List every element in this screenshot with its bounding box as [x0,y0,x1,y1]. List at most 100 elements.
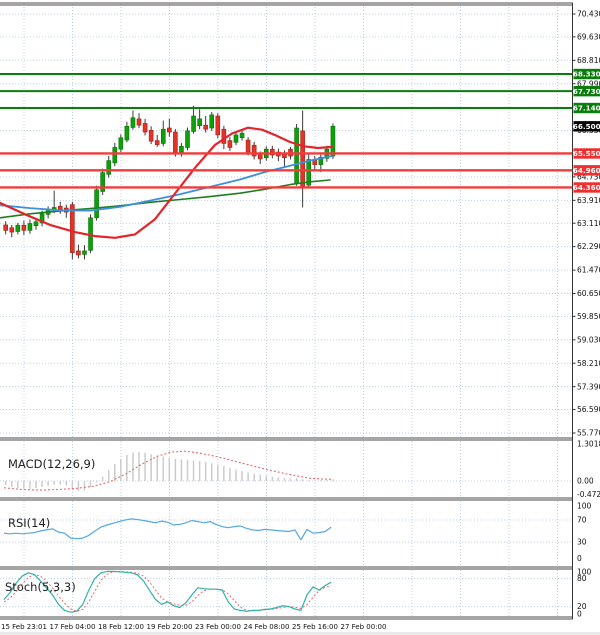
candle-down [173,131,178,153]
candle-down [300,130,305,187]
resistance-badge: 68.330 [573,68,600,80]
svg-text:64.360: 64.360 [573,183,600,192]
price-tick-label: 55.770 [577,429,600,438]
price-tick-label: 60.650 [577,289,600,298]
candle-up [209,114,215,129]
stoch-scale-label: 100 [577,568,592,577]
candle-up [294,127,299,184]
price-tick-label: 59.850 [577,312,600,321]
candle-up [33,221,39,227]
time-tick-label: 24 Feb 08:00 [244,623,290,631]
price-tick-label: 56.590 [577,405,600,414]
candle-down [245,139,251,153]
price-tick-label: 61.470 [577,266,600,275]
time-tick-label: 27 Feb 00:00 [341,623,387,631]
ma-fast-red [0,126,334,239]
stoch-k-line [3,570,332,613]
candle-up [191,115,196,132]
price-tick-label: 68.810 [577,56,600,65]
time-tick-label: 17 Feb 04:00 [50,623,96,631]
resistance-badge: 67.140 [573,102,600,114]
time-tick-label: 18 Feb 12:00 [98,623,144,631]
price-axis[interactable]: 70.43069.63068.81067.99067.17066.35065.5… [572,10,600,619]
candle-up [106,160,112,175]
candle-down [270,148,275,156]
rsi-scale-label: 100 [577,502,592,511]
price-tick-label: 69.630 [577,32,600,41]
current-price-badge: 66.500 [573,121,600,132]
ma-slow-green [0,179,331,219]
candle-down [142,123,148,133]
candle-down [21,224,27,231]
candle-down [203,124,208,130]
price-tick-label: 70.430 [577,10,600,19]
candle-up [130,117,136,128]
candle-down [70,204,75,253]
stoch-scale-label: 0 [577,610,582,619]
svg-text:64.960: 64.960 [573,166,600,175]
rsi-panel [3,518,332,541]
svg-text:67.140: 67.140 [573,104,600,113]
candle-up [160,128,166,144]
price-tick-label: 62.290 [577,242,600,251]
price-tick-label: 63.910 [577,196,600,205]
candle-up [197,118,202,127]
price-levels [0,73,572,189]
macd-scale-label: 1.3018 [577,440,600,449]
rsi-scale-label: 70 [577,516,587,525]
stoch-scale-label: 80 [577,574,587,583]
candle-up [330,126,336,157]
candle-down [76,250,81,256]
candle-down [221,128,227,144]
candle-up [118,137,124,150]
candle-down [9,227,15,233]
candle-up [15,224,21,232]
svg-text:67.730: 67.730 [573,87,600,96]
candle-down [257,154,263,160]
candle-up [27,223,33,231]
candle-down [3,224,9,231]
candle-up [100,172,105,192]
macd-scale-label: 0.00 [577,477,594,486]
candle-up [94,189,99,219]
macd-panel [3,450,334,492]
time-tick-label: 19 Feb 20:00 [147,623,193,631]
time-tick-label: 15 Feb 23:01 [1,623,47,631]
candle-down [167,127,172,133]
candle-down [215,115,221,136]
candle-up [306,159,312,186]
macd-signal-line [3,450,333,491]
price-tick-label: 58.210 [577,359,600,368]
candle-down [136,118,142,126]
rsi-scale-label: 30 [577,538,587,547]
price-tick-label: 67.990 [577,79,600,88]
grid [0,4,572,616]
candle-up [112,147,118,164]
price-tick-label: 63.110 [577,219,600,228]
rsi-line [3,518,332,541]
candle-up [124,126,130,141]
candle-up [233,134,239,143]
candle-up [185,130,190,148]
candle-down [227,140,233,148]
support-badge: 65.550 [573,148,600,159]
svg-text:66.500: 66.500 [573,122,600,131]
time-tick-label: 23 Feb 00:00 [195,623,241,631]
price-tick-label: 57.390 [577,382,600,391]
time-axis[interactable]: 15 Feb 23:01 17 Feb 04:00 18 Feb 12:00 19 F… [1,623,386,631]
candle-up [318,156,324,165]
svg-text:68.330: 68.330 [573,70,600,79]
support-badge: 64.360 [573,182,600,193]
price-tick-label: 64.730 [577,173,600,182]
candle-down [251,144,257,157]
candle-down [148,130,154,142]
macd-scale-label: -0.4724 [577,490,600,499]
candles-series [3,105,336,260]
candle-down [154,140,160,145]
stoch-panel [3,570,332,613]
rsi-scale-label: 0 [577,554,582,563]
support-badge: 64.960 [573,165,600,176]
panel-frame [0,2,573,620]
